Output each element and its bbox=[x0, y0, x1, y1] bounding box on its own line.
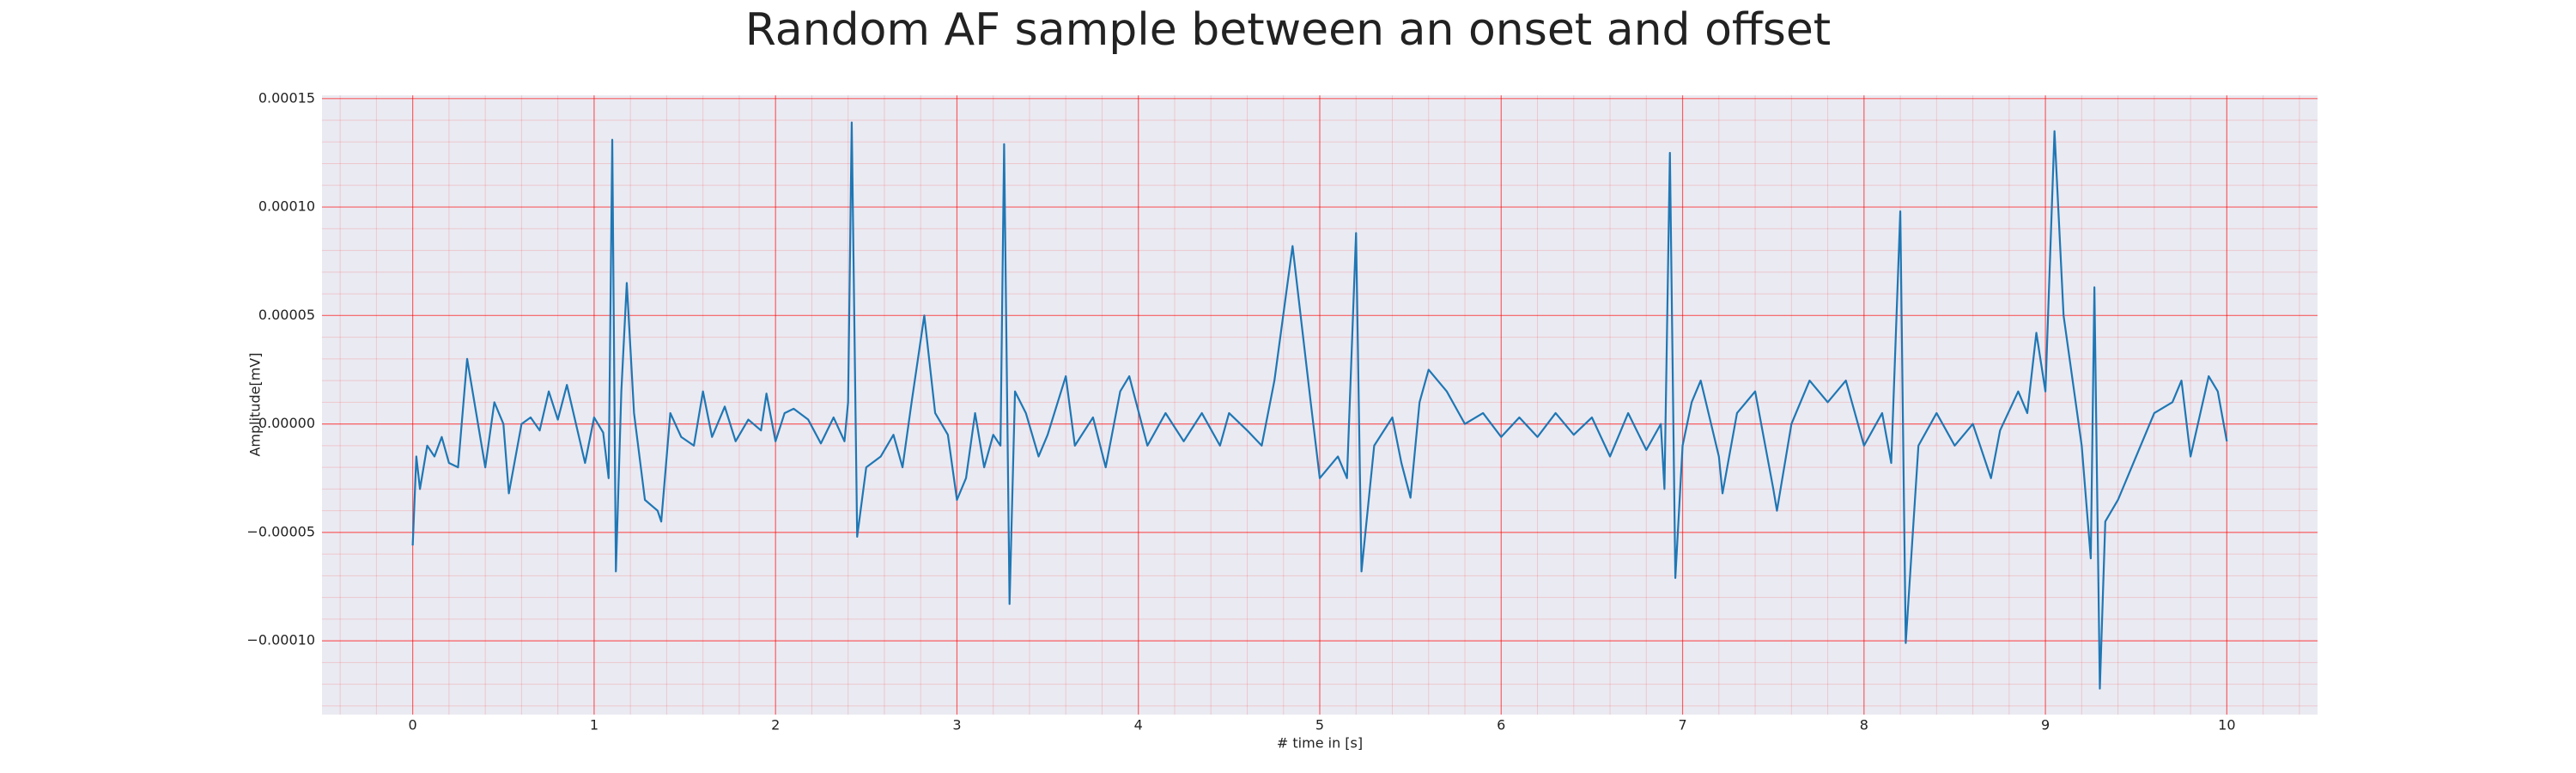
y-tick-label: 0.00000 bbox=[258, 415, 315, 431]
line-series bbox=[411, 121, 2228, 690]
x-tick-label: 4 bbox=[1134, 717, 1143, 733]
y-tick-label: 0.00015 bbox=[258, 89, 315, 106]
y-tick-label: 0.00005 bbox=[258, 307, 315, 323]
y-axis-label: Amplitude[mV] bbox=[247, 352, 264, 456]
x-tick-label: 8 bbox=[1860, 717, 1868, 733]
x-tick-label: 3 bbox=[952, 717, 961, 733]
y-tick-label: −0.00010 bbox=[246, 632, 315, 648]
y-tick-label: 0.00010 bbox=[258, 198, 315, 215]
x-tick-label: 6 bbox=[1497, 717, 1505, 733]
x-tick-label: 9 bbox=[2041, 717, 2050, 733]
x-tick-label: 2 bbox=[771, 717, 780, 733]
x-tick-label: 7 bbox=[1678, 717, 1686, 733]
x-tick-label: 5 bbox=[1315, 717, 1324, 733]
x-tick-label: 1 bbox=[590, 717, 598, 733]
x-tick-label: 0 bbox=[409, 717, 417, 733]
chart-title: Random AF sample between an onset and of… bbox=[745, 4, 1831, 56]
x-tick-label: 10 bbox=[2218, 717, 2235, 733]
x-axis-label: # time in [s] bbox=[1277, 735, 1363, 752]
y-tick-label: −0.00005 bbox=[246, 523, 315, 539]
